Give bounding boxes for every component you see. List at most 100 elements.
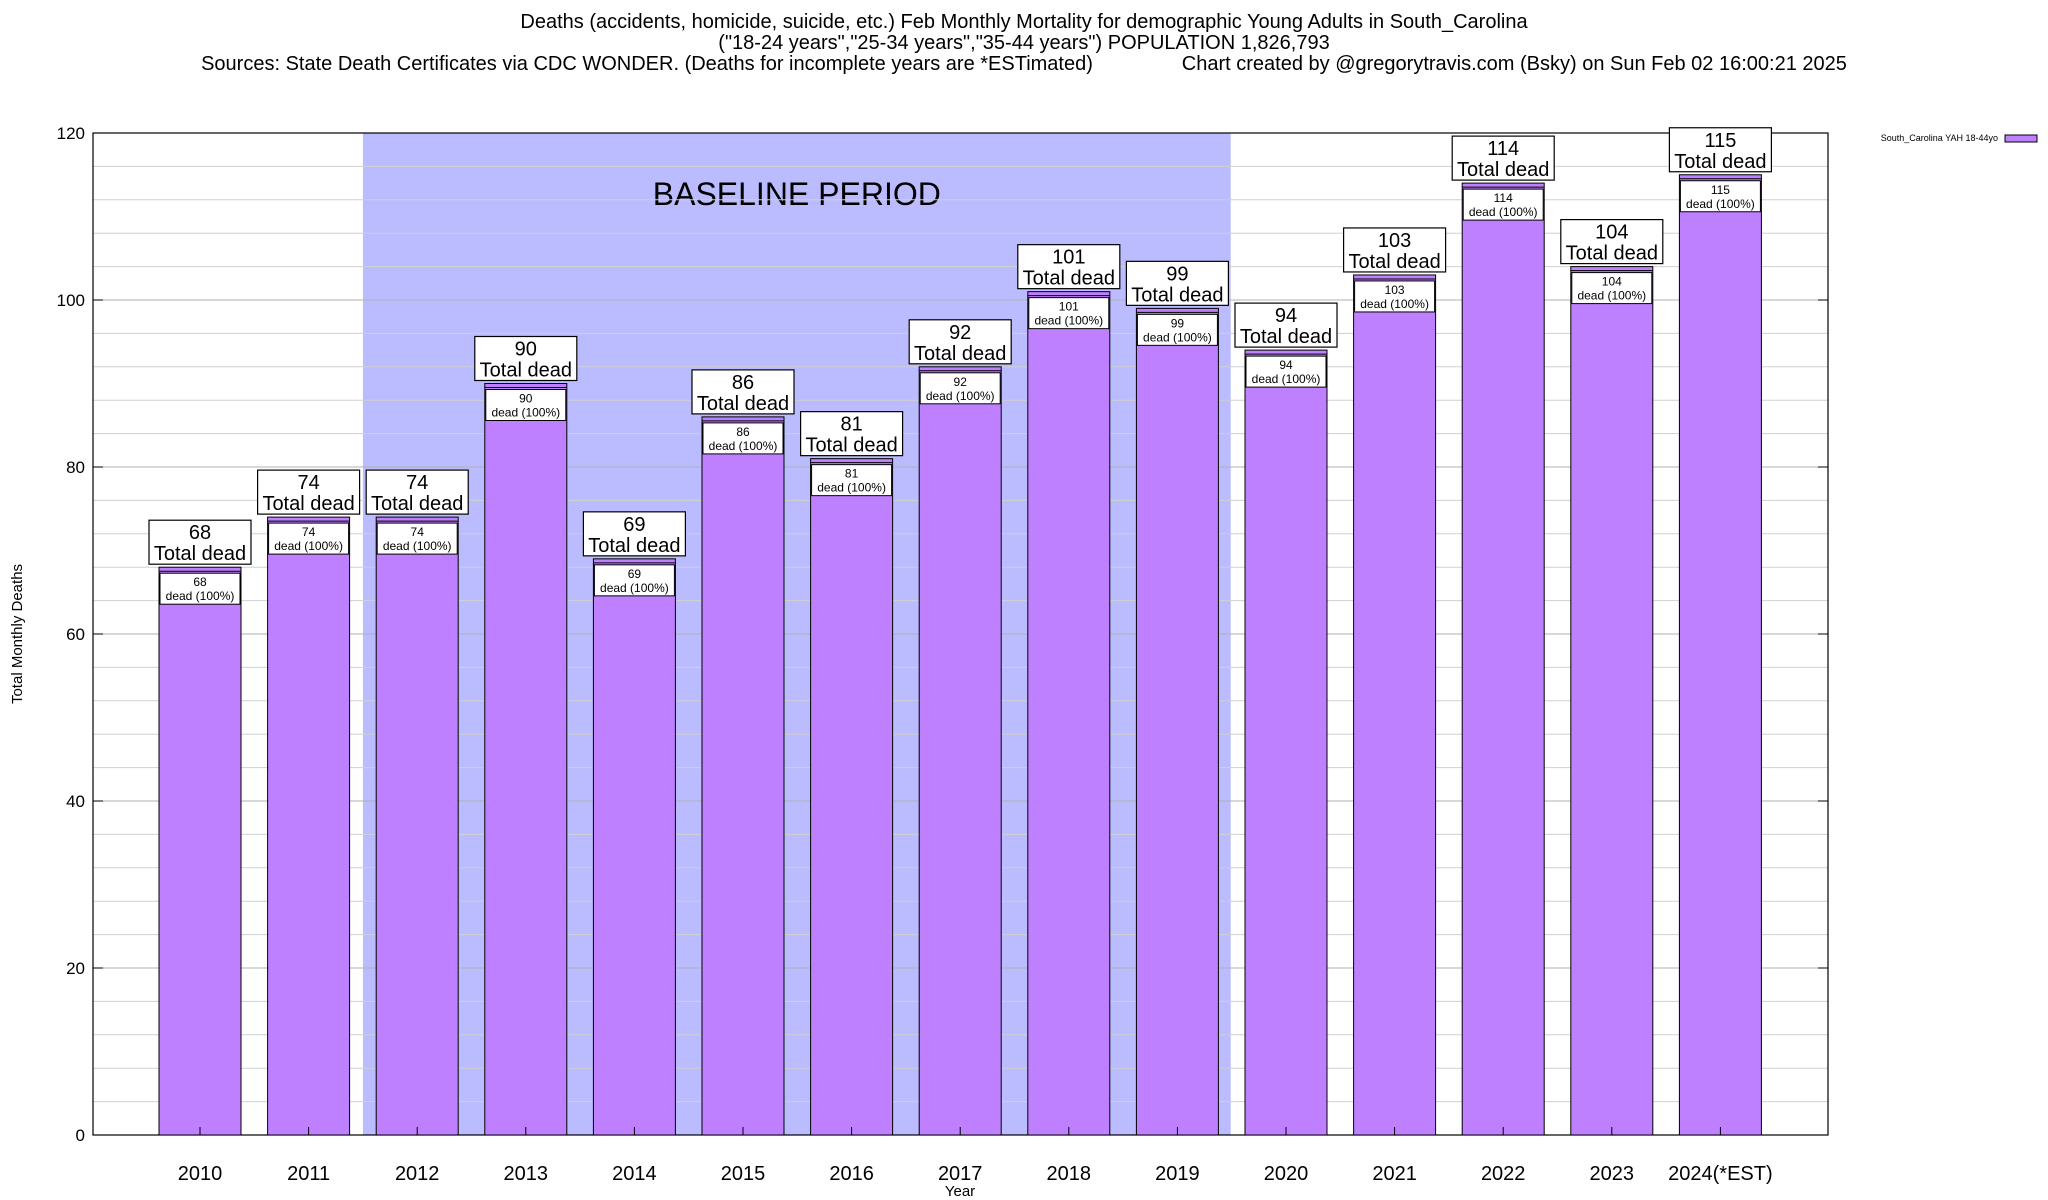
chart-source-line: Sources: State Death Certificates via CD… xyxy=(0,54,2048,75)
y-tick-label: 20 xyxy=(66,959,85,978)
bar-total-value: 86 xyxy=(732,372,754,394)
bar-inner-text: dead (100%) xyxy=(1686,197,1755,211)
bar-total-value: 104 xyxy=(1595,222,1628,244)
bar-inner-label-box xyxy=(1136,313,1218,346)
y-tick-label: 0 xyxy=(76,1126,85,1145)
bar-total-value: 103 xyxy=(1378,230,1411,252)
bar xyxy=(1244,349,1328,1136)
x-tick-label: 2014 xyxy=(612,1163,657,1185)
bar-inner-text: dead (100%) xyxy=(709,439,778,453)
bar-inner-label-box xyxy=(159,572,241,605)
bar-total-text: Total dead xyxy=(1348,251,1440,273)
bar-total-label-box xyxy=(1668,127,1773,173)
bar-inner-text: dead (100%) xyxy=(1252,372,1321,386)
x-tick-label: 2016 xyxy=(829,1163,874,1185)
bar-inner-label-box xyxy=(1354,280,1436,313)
x-tick-label: 2013 xyxy=(504,1163,549,1185)
chart-title: Deaths (accidents, homicide, suicide, et… xyxy=(520,11,1528,33)
bar-inner-text: dead (100%) xyxy=(383,539,452,553)
bar-inner-label-box xyxy=(1245,355,1327,388)
bar-inner-text: dead (100%) xyxy=(926,389,995,403)
bar-inner-value: 69 xyxy=(628,567,642,581)
bar-total-value: 92 xyxy=(949,322,971,344)
bar xyxy=(375,516,459,1136)
bar-total-text: Total dead xyxy=(1566,243,1658,265)
x-tick-label: 2011 xyxy=(287,1163,330,1185)
bar-total-label-box xyxy=(1125,260,1230,306)
bar-total-value: 94 xyxy=(1275,305,1297,327)
bar-inner-text: dead (100%) xyxy=(1360,297,1429,311)
bar-total-label-box xyxy=(1017,244,1121,290)
bar xyxy=(918,366,1002,1136)
bar-total-text: Total dead xyxy=(1457,159,1549,181)
legend-swatch xyxy=(2004,134,2038,143)
bar xyxy=(158,566,242,1136)
bar-total-label-box xyxy=(1560,219,1664,265)
bar-inner-text: dead (100%) xyxy=(1469,205,1538,219)
x-axis-label: Year xyxy=(945,1183,975,1200)
bar-inner-label-box xyxy=(593,564,675,597)
bar-inner-label-box xyxy=(702,422,784,455)
bar-inner-value: 99 xyxy=(1171,316,1185,330)
bar-total-text: Total dead xyxy=(154,543,246,565)
bar-total-value: 74 xyxy=(297,472,319,494)
x-tick-label: 2010 xyxy=(178,1163,223,1185)
bar-inner-text: dead (100%) xyxy=(817,481,886,495)
bar-inner-label-box xyxy=(1462,188,1544,221)
bar-inner-label-box xyxy=(376,522,458,555)
bar xyxy=(1353,274,1437,1136)
bar-total-label-box xyxy=(582,511,687,557)
bar-inner-label-box xyxy=(811,464,893,497)
bar-total-label-box xyxy=(908,319,1012,365)
bar-total-value: 101 xyxy=(1052,247,1085,269)
bar-inner-text: dead (100%) xyxy=(1034,314,1103,328)
bar xyxy=(1027,291,1111,1136)
y-axis-label: Total Monthly Deaths xyxy=(9,564,26,704)
bar-inner-value: 74 xyxy=(411,525,425,539)
x-tick-label: 2023 xyxy=(1590,1163,1635,1185)
bar-inner-value: 101 xyxy=(1059,300,1079,314)
bar-total-text: Total dead xyxy=(1674,151,1766,173)
bar-inner-label-box xyxy=(919,372,1001,405)
y-tick-label: 60 xyxy=(66,625,85,644)
bar-total-value: 74 xyxy=(406,472,428,494)
bar-total-value: 115 xyxy=(1704,130,1736,152)
bar-total-value: 68 xyxy=(189,522,211,544)
x-tick-label: 2021 xyxy=(1372,1163,1417,1185)
bar-inner-text: dead (100%) xyxy=(600,581,669,595)
legend-label: South_Carolina YAH 18-44yo xyxy=(1881,133,1998,143)
x-tick-label: 2019 xyxy=(1155,1163,1200,1185)
y-tick-label: 40 xyxy=(66,792,85,811)
bar xyxy=(1461,182,1545,1136)
bar-inner-value: 81 xyxy=(845,467,859,481)
bar-total-text: Total dead xyxy=(480,360,572,382)
bar-total-label-box xyxy=(148,519,252,565)
bar xyxy=(267,516,351,1136)
y-tick-label: 100 xyxy=(57,291,85,310)
x-tick-label: 2024(*EST) xyxy=(1668,1163,1773,1185)
bar-total-text: Total dead xyxy=(1240,326,1332,348)
bar xyxy=(1135,307,1219,1136)
bar-total-value: 81 xyxy=(840,414,862,436)
bar xyxy=(1570,266,1654,1136)
chart-credit: Chart created by @gregorytravis.com (Bsk… xyxy=(1181,53,1847,75)
bar-inner-value: 114 xyxy=(1494,191,1513,205)
bar-total-text: Total dead xyxy=(1131,284,1223,306)
bar-inner-text: dead (100%) xyxy=(166,589,235,603)
baseline-label: BASELINE PERIOD xyxy=(653,176,941,212)
bar-total-text: Total dead xyxy=(588,535,680,557)
bar xyxy=(701,416,785,1136)
bar-inner-text: dead (100%) xyxy=(491,406,560,420)
bar-total-label-box xyxy=(799,411,904,457)
bar-inner-value: 115 xyxy=(1711,183,1730,197)
bar xyxy=(810,458,894,1136)
x-tick-label: 2022 xyxy=(1481,1163,1526,1185)
bar-inner-value: 94 xyxy=(1279,358,1293,372)
bar-inner-value: 68 xyxy=(193,575,207,589)
chart-title-block: Deaths (accidents, homicide, suicide, et… xyxy=(0,12,2048,75)
bar xyxy=(484,383,568,1136)
bar-total-label-box xyxy=(365,469,469,515)
bar-inner-text: dead (100%) xyxy=(274,539,343,553)
bar-inner-value: 92 xyxy=(954,375,968,389)
